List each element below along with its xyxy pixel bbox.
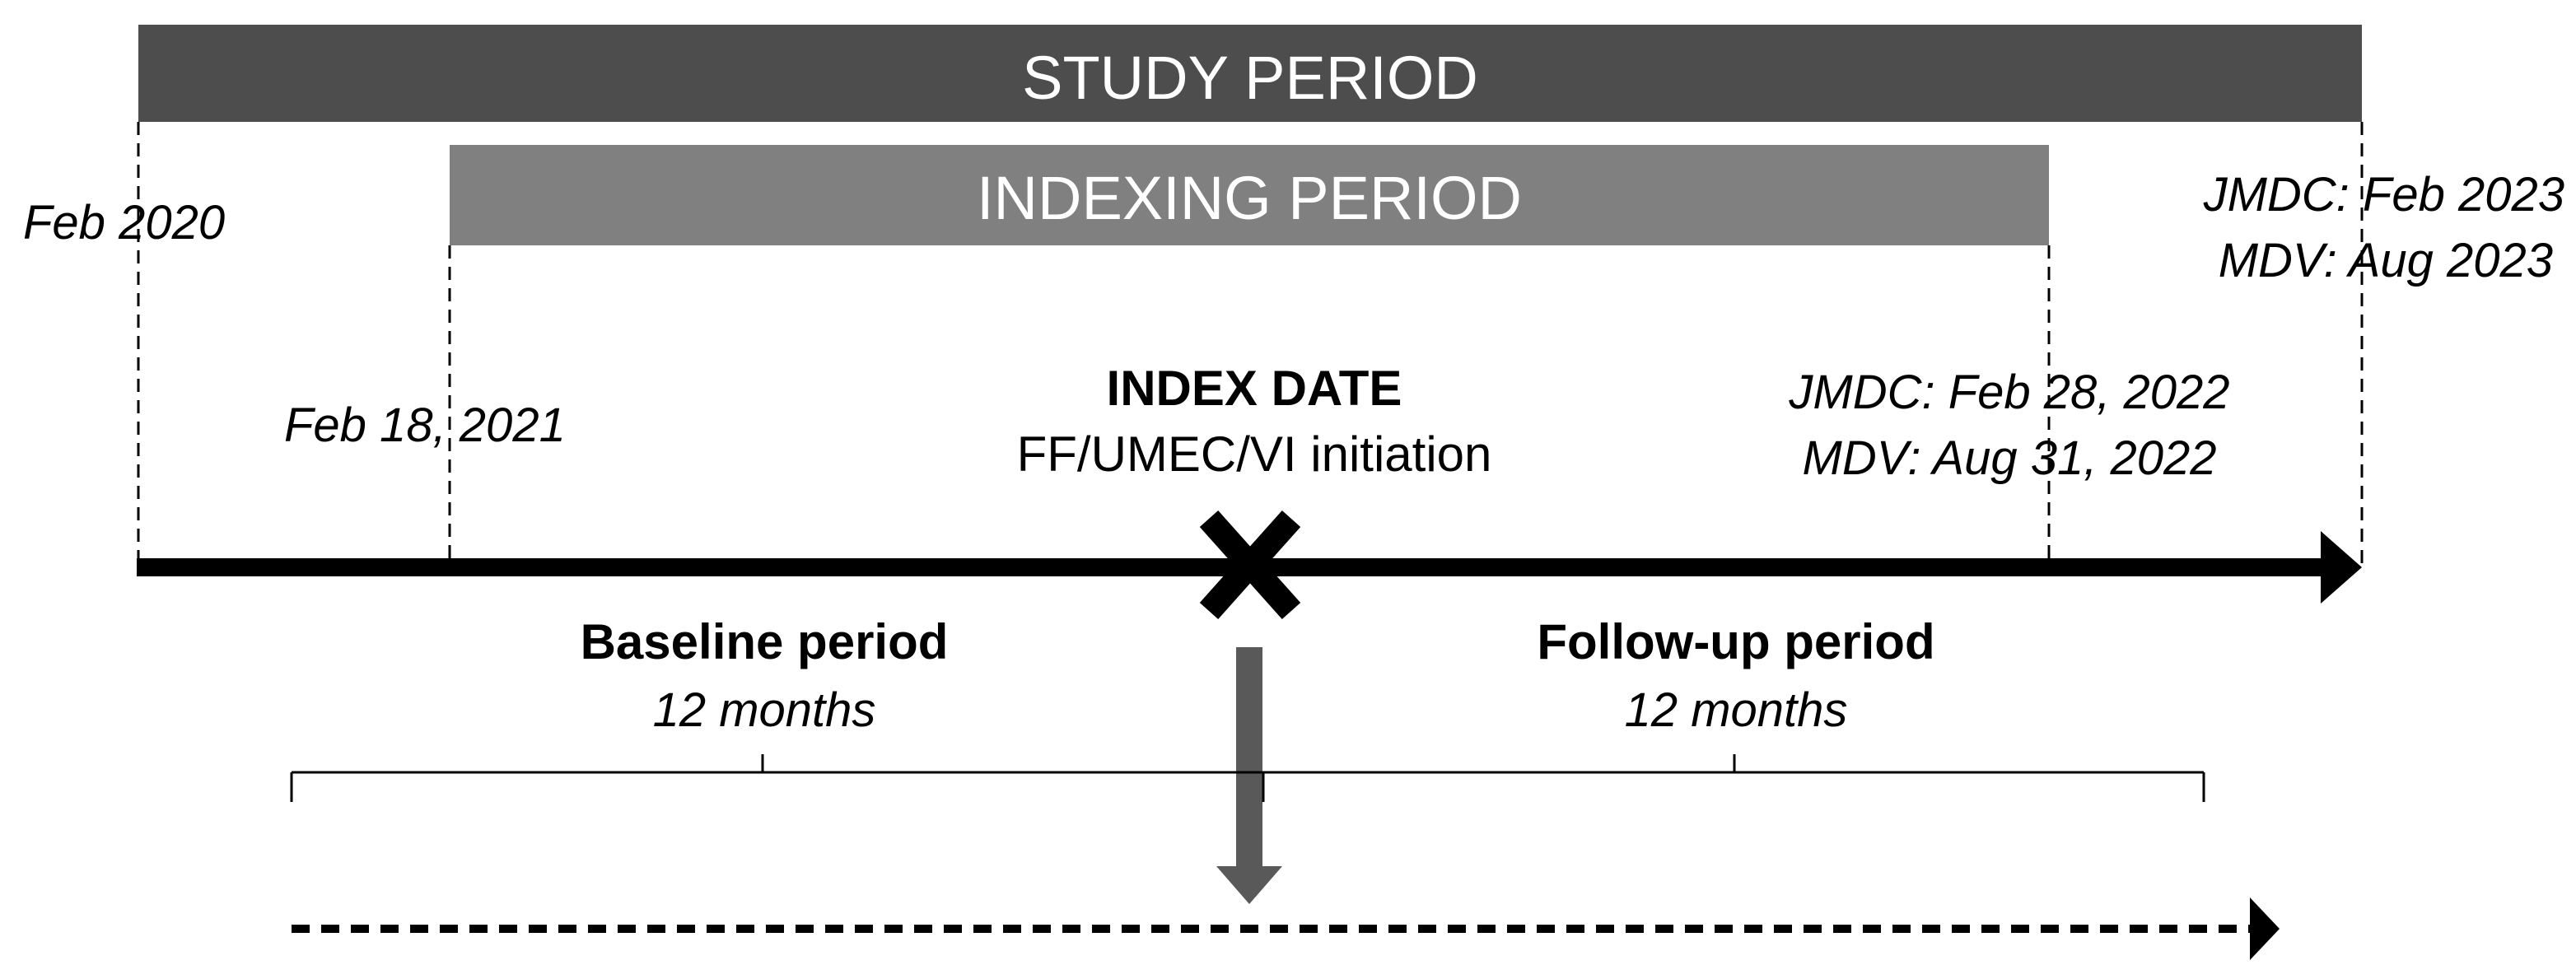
down-arrow	[1216, 647, 1282, 904]
followup-period-duration: 12 months	[1625, 683, 1848, 737]
study-period-label: STUDY PERIOD	[1022, 44, 1478, 112]
index-end-date-mdv: MDV: Aug 31, 2022	[1803, 431, 2217, 485]
dashed-arrow-head	[2250, 897, 2280, 960]
index-start-date: Feb 18, 2021	[284, 399, 566, 452]
timeline-arrowhead	[2321, 531, 2362, 604]
period-boundary-lines	[137, 122, 2364, 568]
study-end-date-jmdc: JMDC: Feb 2023	[2203, 168, 2564, 221]
indexing-period-label: INDEXING PERIOD	[977, 164, 1522, 232]
index-date-title: INDEX DATE	[1107, 361, 1402, 416]
indexing-period-bar	[450, 145, 2049, 245]
dashed-followup-arrow	[292, 897, 2280, 960]
period-bracket	[290, 754, 2205, 802]
study-start-date: Feb 2020	[23, 196, 225, 249]
down-arrow-shaft	[1236, 647, 1262, 869]
followup-period-title: Follow-up period	[1537, 614, 1934, 669]
index-date-x-marker	[1199, 510, 1301, 619]
down-arrow-head	[1216, 866, 1282, 904]
baseline-period-title: Baseline period	[581, 614, 949, 669]
study-end-date-mdv: MDV: Aug 2023	[2219, 234, 2553, 287]
baseline-period-duration: 12 months	[653, 683, 876, 737]
index-end-date-jmdc: JMDC: Feb 28, 2022	[1788, 366, 2229, 419]
index-date-subtitle: FF/UMEC/VI initiation	[1017, 427, 1492, 482]
study-period-bar	[138, 25, 2362, 122]
